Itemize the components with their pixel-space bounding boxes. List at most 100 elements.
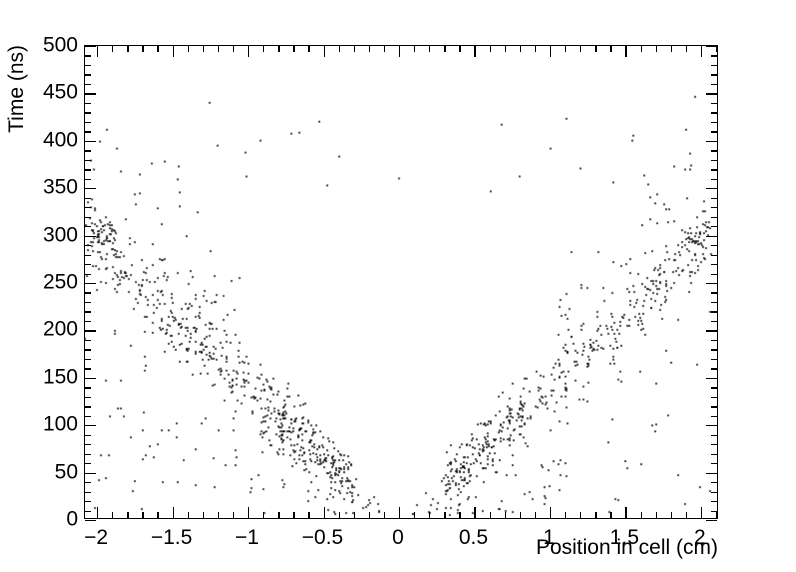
x-axis-major-tick: [474, 507, 476, 518]
y-axis-minor-tick: [85, 434, 91, 436]
x-axis-top-minor-tick: [293, 46, 295, 52]
y-axis-tick-label: 500: [42, 33, 78, 57]
y-axis-right-minor-tick: [711, 311, 717, 313]
y-axis-right-minor-tick: [711, 55, 717, 57]
y-axis-right-minor-tick: [711, 453, 717, 455]
y-axis-right-major-tick: [706, 425, 717, 427]
x-axis-minor-tick: [353, 512, 355, 518]
x-axis-major-tick: [172, 507, 174, 518]
x-axis-top-minor-tick: [308, 46, 310, 52]
y-axis-right-minor-tick: [711, 264, 717, 266]
x-axis-minor-tick: [414, 512, 416, 518]
y-axis-tick-label: 300: [42, 223, 78, 247]
x-axis-minor-tick: [429, 512, 431, 518]
y-axis-tick-label: 200: [42, 317, 78, 341]
x-axis-minor-tick: [202, 512, 205, 518]
y-axis-major-tick: [85, 283, 96, 285]
y-axis-right-minor-tick: [711, 320, 717, 323]
y-axis-minor-tick: [85, 131, 91, 133]
y-axis-major-tick: [85, 425, 96, 427]
y-axis-minor-tick: [85, 207, 91, 209]
x-axis-top-minor-tick: [414, 46, 416, 52]
x-axis-major-tick: [398, 507, 401, 518]
x-axis-top-minor-tick: [655, 46, 657, 52]
y-axis-major-tick: [85, 235, 96, 237]
y-axis-right-minor-tick: [711, 292, 717, 294]
x-axis-top-minor-tick: [610, 46, 612, 52]
x-axis-minor-tick: [685, 512, 688, 518]
x-axis-minor-tick: [278, 512, 280, 518]
y-axis-minor-tick: [85, 226, 91, 228]
x-axis-top-minor-tick: [519, 46, 522, 52]
y-axis-minor-tick: [85, 406, 91, 408]
y-axis-tick-label: 350: [42, 175, 78, 199]
y-axis-right-major-tick: [706, 93, 717, 95]
x-axis-minor-tick: [293, 512, 295, 518]
y-axis-minor-tick: [85, 74, 91, 76]
x-axis-minor-tick: [595, 512, 597, 518]
y-axis-minor-tick: [85, 491, 91, 493]
x-axis-minor-tick: [715, 512, 718, 518]
y-axis-right-major-tick: [706, 520, 717, 522]
x-axis-top-minor-tick: [278, 46, 280, 52]
x-axis-minor-tick: [640, 512, 642, 518]
y-axis-right-minor-tick: [711, 358, 717, 361]
x-axis-top-minor-tick: [338, 46, 340, 52]
x-axis-top-major-tick: [398, 46, 401, 57]
y-axis-right-minor-tick: [711, 387, 717, 389]
y-axis-minor-tick: [85, 387, 91, 389]
y-axis-minor-tick: [85, 453, 91, 455]
x-axis-top-minor-tick: [353, 46, 355, 52]
y-axis-right-minor-tick: [711, 273, 717, 275]
x-axis-minor-tick: [338, 512, 340, 518]
x-axis-top-minor-tick: [459, 46, 461, 52]
x-axis-top-minor-tick: [217, 46, 220, 52]
x-axis-minor-tick: [459, 512, 461, 518]
x-axis-tick-label: −0.5: [301, 526, 344, 549]
y-axis-right-major-tick: [706, 46, 717, 48]
x-axis-major-tick: [323, 507, 325, 518]
x-axis-minor-tick: [112, 512, 114, 518]
x-axis-tick-label: 0: [392, 526, 404, 549]
y-axis-right-minor-tick: [711, 501, 717, 503]
x-axis-tick-label: 1: [543, 526, 555, 549]
y-axis-minor-tick: [85, 102, 91, 105]
y-axis-title: Time (ns): [5, 45, 28, 133]
y-axis-minor-tick: [85, 349, 91, 351]
x-axis-top-minor-tick: [580, 46, 582, 52]
y-axis-right-major-tick: [706, 140, 717, 143]
y-axis-minor-tick: [85, 301, 91, 304]
x-axis-minor-tick: [368, 512, 371, 518]
y-axis-minor-tick: [85, 415, 91, 418]
y-axis-minor-tick: [85, 396, 91, 399]
y-axis-right-major-tick: [706, 283, 717, 285]
x-axis-minor-tick: [610, 512, 612, 518]
y-axis-right-minor-tick: [711, 245, 717, 247]
y-axis-minor-tick: [85, 254, 91, 256]
y-axis-minor-tick: [85, 292, 91, 294]
x-axis-top-minor-tick: [670, 46, 672, 52]
x-axis-minor-tick: [444, 512, 446, 518]
x-axis-major-tick: [549, 507, 552, 518]
y-axis-minor-tick: [85, 320, 91, 323]
y-axis-minor-tick: [85, 169, 91, 171]
y-axis-major-tick: [85, 472, 96, 474]
x-axis-top-major-tick: [248, 46, 250, 57]
y-axis-right-minor-tick: [711, 301, 717, 304]
y-axis-minor-tick: [85, 463, 91, 465]
y-axis-minor-tick: [85, 216, 91, 218]
x-axis-top-minor-tick: [534, 46, 537, 52]
x-axis-minor-tick: [655, 512, 657, 518]
y-axis-major-tick: [85, 520, 96, 522]
y-axis-right-minor-tick: [711, 254, 717, 256]
x-axis-minor-tick: [489, 512, 491, 518]
y-axis-minor-tick: [85, 311, 91, 313]
x-axis-tick-label: 1.5: [609, 526, 640, 549]
y-axis-minor-tick: [85, 83, 91, 86]
y-axis-tick-label: 50: [54, 460, 78, 484]
y-axis-right-major-tick: [706, 377, 717, 380]
x-axis-top-minor-tick: [127, 46, 129, 52]
y-axis-tick-label: 0: [66, 507, 78, 531]
x-axis-top-major-tick: [97, 46, 99, 57]
y-axis-minor-tick: [85, 444, 91, 446]
